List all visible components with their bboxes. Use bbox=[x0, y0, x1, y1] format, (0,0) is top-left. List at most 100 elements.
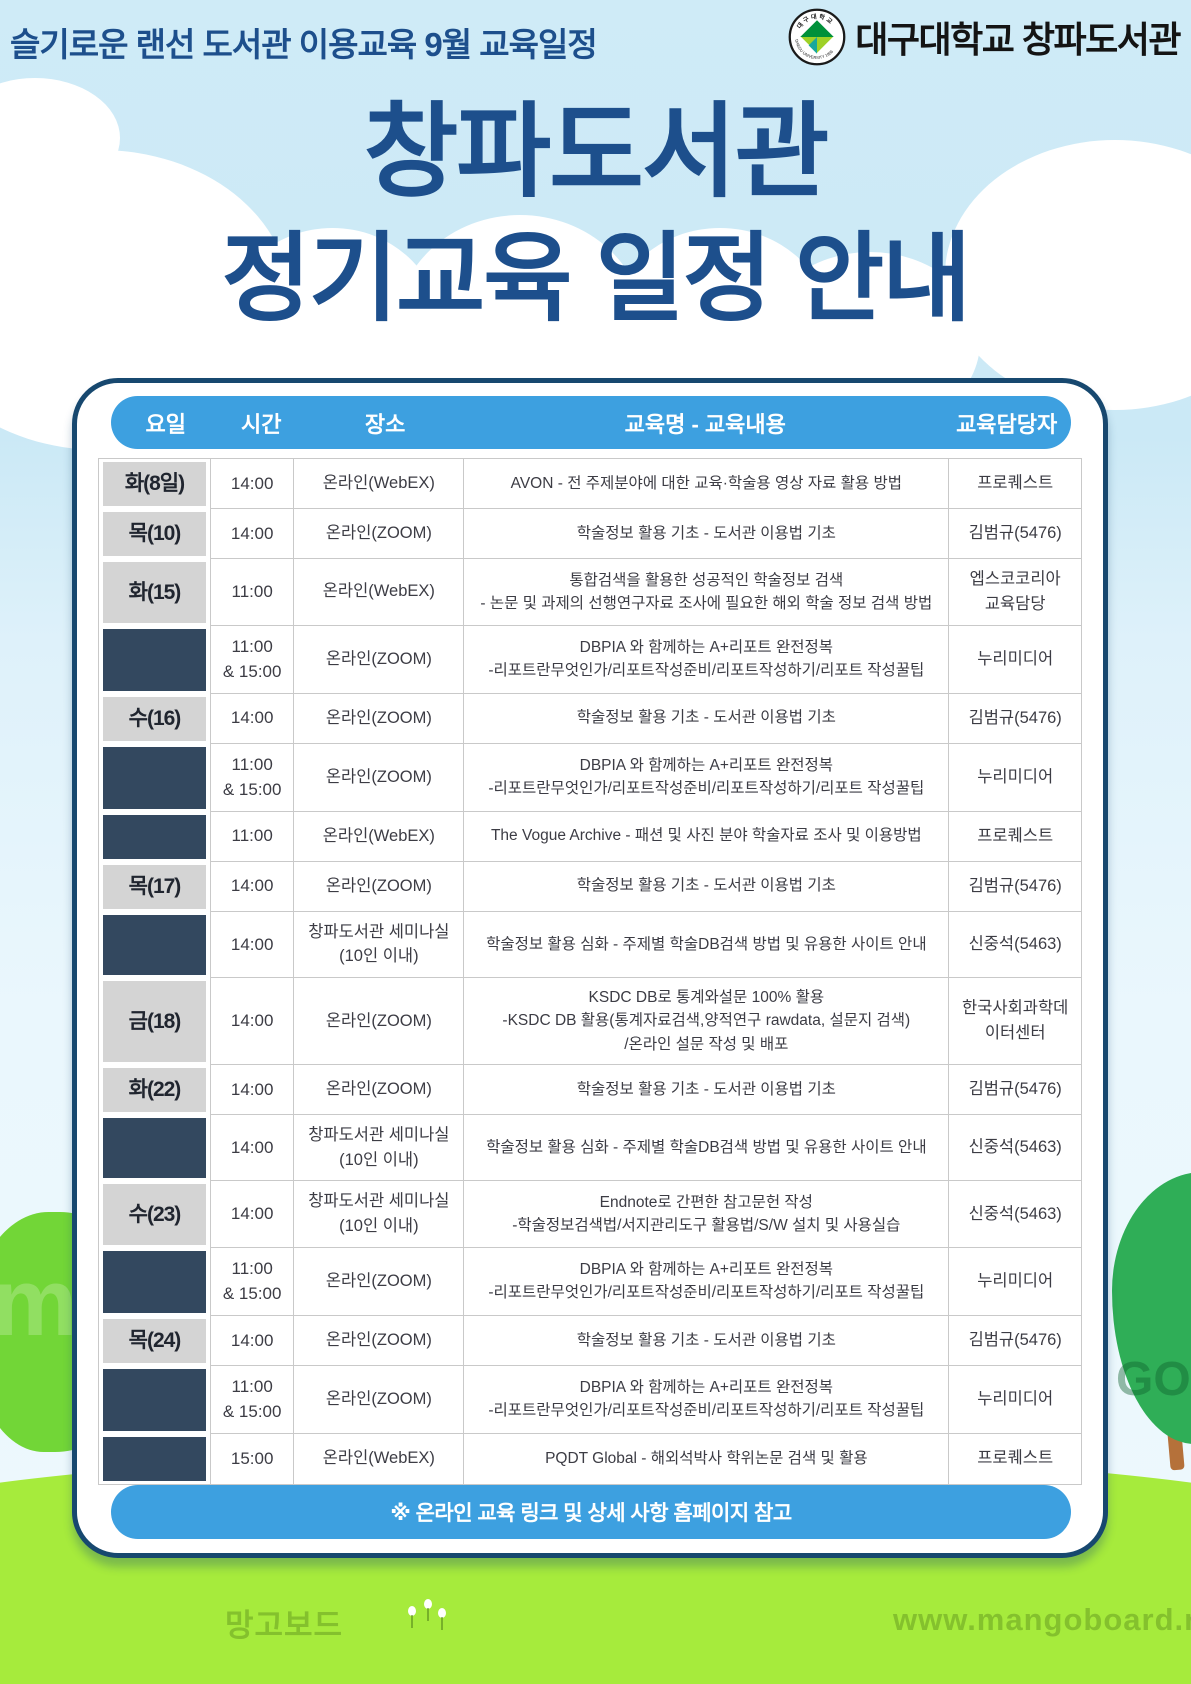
day-cell: 목(17) bbox=[99, 861, 211, 912]
place-cell: 온라인(ZOOM) bbox=[294, 743, 465, 812]
person-cell: 프로퀘스트 bbox=[949, 812, 1081, 862]
content-cell: 학술정보 활용 기초 - 도서관 이용법 기초 bbox=[464, 861, 950, 912]
poster-subtitle: 슬기로운 랜선 도서관 이용교육 9월 교육일정 bbox=[10, 26, 598, 63]
place-cell: 온라인(ZOOM) bbox=[294, 1247, 465, 1316]
day-cell: 화(8일) bbox=[99, 459, 211, 509]
day-cell bbox=[99, 1365, 211, 1434]
place-cell: 온라인(WebEX) bbox=[294, 1433, 465, 1484]
time-cell: 14:00 bbox=[210, 1064, 295, 1115]
day-cell bbox=[99, 1433, 211, 1484]
schedule-row: 11:00 & 15:00 온라인(ZOOM) DBPIA 와 함께하는 A+리포트… bbox=[99, 1247, 1081, 1316]
day-chip: 목(24) bbox=[103, 1318, 206, 1363]
time-cell: 11:00 & 15:00 bbox=[210, 743, 295, 812]
time-cell: 14:00 bbox=[210, 1315, 295, 1366]
content-cell: KSDC DB로 통계와설문 100% 활용 -KSDC DB 활용(통계자료검… bbox=[464, 978, 950, 1065]
place-cell: 온라인(ZOOM) bbox=[294, 509, 465, 559]
page-title: 창파도서관 정기교육 일정 안내 bbox=[0, 94, 1191, 334]
day-chip: 목(10) bbox=[103, 512, 206, 556]
day-cell: 화(22) bbox=[99, 1064, 211, 1115]
person-cell: 누리미디어 bbox=[949, 744, 1081, 812]
column-header-place: 장소 bbox=[364, 411, 406, 437]
place-cell: 창파도서관 세미나실 (10인 이내) bbox=[294, 1114, 465, 1182]
time-cell: 14:00 bbox=[210, 693, 295, 744]
day-chip: 화(22) bbox=[103, 1067, 206, 1112]
online-notice-banner: ※ 온라인 교육 링크 및 상세 사항 홈페이지 참고 bbox=[111, 1484, 1071, 1539]
day-chip: 화(15) bbox=[103, 562, 206, 623]
day-cell: 목(10) bbox=[99, 509, 211, 559]
place-cell: 온라인(ZOOM) bbox=[294, 625, 465, 694]
schedule-row: 목(24) 14:00 온라인(ZOOM) 학술정보 활용 기초 - 도서관 이용법 … bbox=[99, 1315, 1081, 1366]
place-cell: 온라인(ZOOM) bbox=[294, 978, 465, 1065]
place-cell: 온라인(WebEX) bbox=[294, 459, 465, 509]
person-cell: 김범규(5476) bbox=[949, 509, 1081, 559]
person-cell: 신중석(5463) bbox=[949, 912, 1081, 978]
day-chip bbox=[103, 746, 206, 809]
place-cell: 온라인(ZOOM) bbox=[294, 1064, 465, 1115]
day-cell bbox=[99, 811, 211, 862]
person-cell: 김범규(5476) bbox=[949, 1316, 1081, 1366]
content-cell: 학술정보 활용 기초 - 도서관 이용법 기초 bbox=[464, 1064, 950, 1115]
content-cell: 통합검색을 활용한 성공적인 학술정보 검색 - 논문 및 과제의 선행연구자료… bbox=[464, 559, 950, 626]
day-cell: 금(18) bbox=[99, 978, 211, 1065]
day-chip bbox=[103, 1117, 206, 1179]
place-cell: 온라인(WebEX) bbox=[294, 811, 465, 862]
schedule-row: 수(16) 14:00 온라인(ZOOM) 학술정보 활용 기초 - 도서관 이용법 … bbox=[99, 693, 1081, 744]
schedule-row: 14:00 창파도서관 세미나실 (10인 이내) 학술정보 활용 심화 - 주제별… bbox=[99, 911, 1081, 978]
schedule-row: 11:00 & 15:00 온라인(ZOOM) DBPIA 와 함께하는 A+리포트… bbox=[99, 743, 1081, 812]
content-cell: 학술정보 활용 심화 - 주제별 학술DB검색 방법 및 유용한 사이트 안내 bbox=[464, 1114, 950, 1182]
time-cell: 11:00 & 15:00 bbox=[210, 1247, 295, 1316]
time-cell: 14:00 bbox=[210, 1181, 295, 1248]
day-cell: 수(16) bbox=[99, 693, 211, 744]
schedule-row: 수(23) 14:00 창파도서관 세미나실 (10인 이내) Endnote로 간편… bbox=[99, 1181, 1081, 1248]
time-cell: 14:00 bbox=[210, 1114, 295, 1182]
place-cell: 온라인(ZOOM) bbox=[294, 1365, 465, 1434]
day-chip: 금(18) bbox=[103, 981, 206, 1062]
brand-name: 대구대학교 창파도서관 bbox=[855, 19, 1181, 60]
column-header-person: 교육담당자 bbox=[956, 411, 1058, 437]
time-cell: 14:00 bbox=[210, 509, 295, 559]
content-cell: 학술정보 활용 기초 - 도서관 이용법 기초 bbox=[464, 693, 950, 744]
content-cell: DBPIA 와 함께하는 A+리포트 완전정복 -리포트란무엇인가/리포트작성준… bbox=[464, 1247, 950, 1316]
day-chip: 수(16) bbox=[103, 696, 206, 741]
person-cell: 한국사회과학데이터센터 bbox=[949, 978, 1081, 1065]
place-cell: 온라인(ZOOM) bbox=[294, 693, 465, 744]
content-cell: DBPIA 와 함께하는 A+리포트 완전정복 -리포트란무엇인가/리포트작성준… bbox=[464, 625, 950, 694]
content-cell: Endnote로 간편한 참고문헌 작성 -학술정보검색법/서지관리도구 활용법… bbox=[464, 1181, 950, 1248]
table-header: 요일 시간 장소 교육명 - 교육내용 교육담당자 bbox=[111, 396, 1071, 449]
schedule-row: 화(22) 14:00 온라인(ZOOM) 학술정보 활용 기초 - 도서관 이용법 … bbox=[99, 1064, 1081, 1115]
day-cell bbox=[99, 911, 211, 978]
schedule-row: 11:00 & 15:00 온라인(ZOOM) DBPIA 와 함께하는 A+리포트… bbox=[99, 1365, 1081, 1434]
day-cell bbox=[99, 743, 211, 812]
day-chip: 수(23) bbox=[103, 1184, 206, 1245]
person-cell: 누리미디어 bbox=[949, 626, 1081, 694]
person-cell: 프로퀘스트 bbox=[949, 459, 1081, 509]
day-chip bbox=[103, 814, 206, 859]
day-cell bbox=[99, 1247, 211, 1316]
time-cell: 14:00 bbox=[210, 911, 295, 978]
day-chip bbox=[103, 1436, 206, 1481]
place-cell: 온라인(ZOOM) bbox=[294, 861, 465, 912]
person-cell: 신중석(5463) bbox=[949, 1115, 1081, 1182]
person-cell: 누리미디어 bbox=[949, 1248, 1081, 1316]
schedule-card: 요일 시간 장소 교육명 - 교육내용 교육담당자 화(8일) 14:00 온라인(… bbox=[72, 378, 1108, 1558]
schedule-row: 11:00 & 15:00 온라인(ZOOM) DBPIA 와 함께하는 A+리포트… bbox=[99, 625, 1081, 694]
time-cell: 14:00 bbox=[210, 861, 295, 912]
content-cell: AVON - 전 주제분야에 대한 교육·학술용 영상 자료 활용 방법 bbox=[464, 459, 950, 509]
flower-shape bbox=[408, 1606, 416, 1628]
content-cell: PQDT Global - 해외석박사 학위논문 검색 및 활용 bbox=[464, 1433, 950, 1484]
schedule-row: 화(8일) 14:00 온라인(WebEX) AVON - 전 주제분야에 대한 교육… bbox=[99, 459, 1081, 509]
time-cell: 15:00 bbox=[211, 1433, 295, 1484]
page-title-line1: 창파도서관 bbox=[363, 94, 830, 209]
flower-shape bbox=[438, 1608, 446, 1630]
person-cell: 김범규(5476) bbox=[949, 694, 1081, 744]
person-cell: 엡스코코리아 교육담당 bbox=[949, 559, 1081, 626]
time-cell: 11:00 & 15:00 bbox=[210, 625, 295, 694]
time-cell: 11:00 bbox=[210, 811, 295, 862]
day-cell: 화(15) bbox=[99, 559, 211, 626]
person-cell: 김범규(5476) bbox=[949, 862, 1081, 912]
column-header-time: 시간 bbox=[240, 411, 282, 437]
place-cell: 온라인(WebEX) bbox=[294, 559, 465, 626]
university-seal-icon: 대구대학교 DAEGU UNIVERSITY 1956 bbox=[788, 8, 846, 66]
page-title-line2: 정기교육 일정 안내 bbox=[221, 224, 972, 334]
